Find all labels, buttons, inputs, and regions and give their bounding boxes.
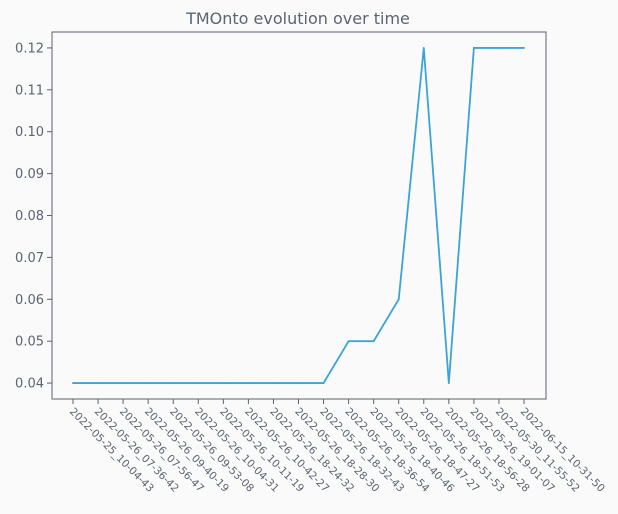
chart-title: TMOnto evolution over time bbox=[185, 9, 410, 28]
data-point bbox=[472, 47, 475, 49]
y-tick-label: 0.11 bbox=[15, 83, 44, 98]
data-point bbox=[247, 382, 250, 384]
data-point bbox=[197, 382, 200, 384]
y-axis: 0.04 0.05 0.06 0.07 0.08 0.09 0.10 0.11 0.12 bbox=[15, 41, 52, 392]
y-tick-label: 0.10 bbox=[15, 125, 44, 140]
data-point bbox=[122, 382, 125, 384]
y-tick-label: 0.05 bbox=[15, 335, 44, 350]
data-point bbox=[272, 382, 275, 384]
y-tick-label: 0.12 bbox=[15, 41, 44, 56]
data-point bbox=[347, 340, 350, 343]
data-point bbox=[72, 382, 74, 384]
data-point bbox=[297, 382, 300, 384]
plot-area bbox=[51, 31, 547, 400]
x-axis: 2022-05-25_10-04-432022-05-26_07-36-4220… bbox=[67, 399, 607, 495]
y-tick-label: 0.09 bbox=[15, 167, 44, 182]
data-point bbox=[447, 382, 450, 384]
data-point bbox=[222, 382, 225, 384]
data-point bbox=[172, 382, 175, 384]
y-tick-label: 0.06 bbox=[15, 293, 44, 308]
data-point bbox=[372, 340, 375, 343]
series-group bbox=[72, 47, 525, 384]
y-tick-label: 0.04 bbox=[15, 377, 44, 392]
y-tick-label: 0.07 bbox=[15, 251, 44, 266]
data-point bbox=[498, 47, 500, 49]
y-tick-label: 0.08 bbox=[15, 209, 44, 224]
data-point bbox=[147, 382, 150, 384]
data-point bbox=[97, 382, 99, 384]
data-point bbox=[523, 47, 525, 49]
data-point bbox=[422, 47, 425, 49]
data-point bbox=[397, 298, 400, 301]
data-point bbox=[322, 382, 325, 384]
